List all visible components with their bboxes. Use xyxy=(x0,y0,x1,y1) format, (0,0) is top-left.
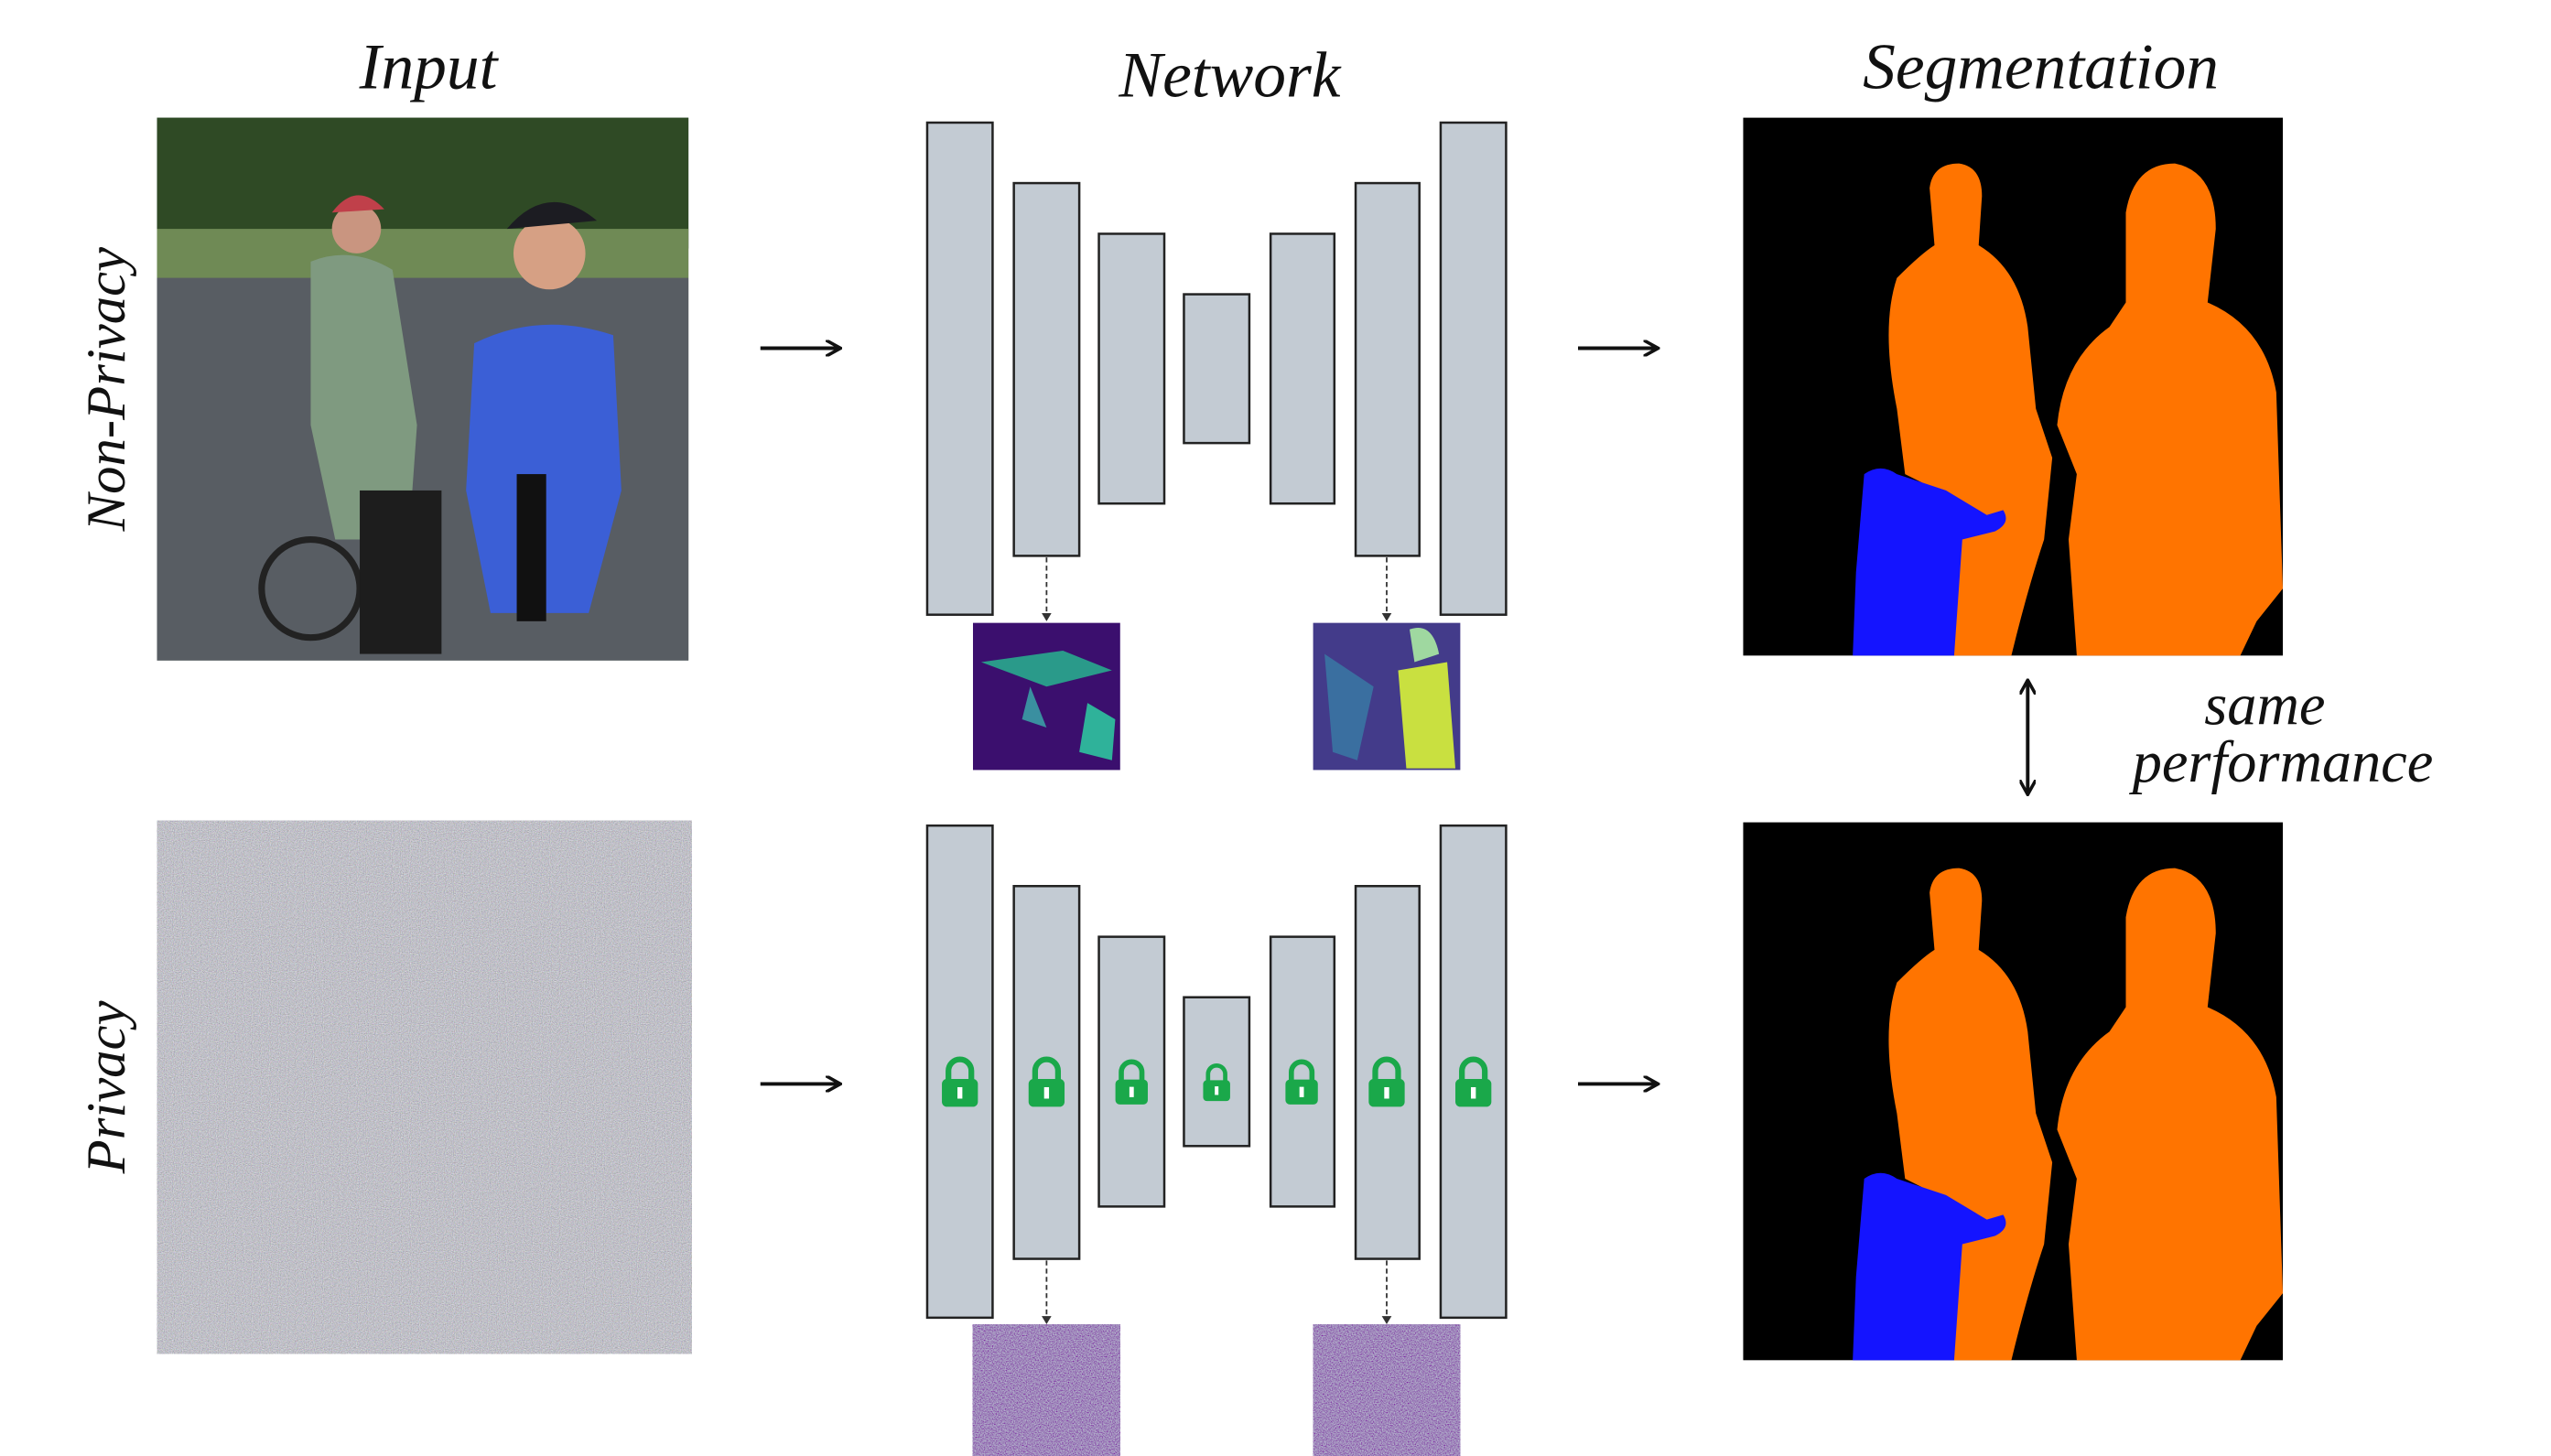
column-header: Segmentation xyxy=(1863,30,2219,102)
feature-map xyxy=(1313,623,1461,771)
row-label: Privacy xyxy=(76,1001,137,1175)
figure: Input Network Segmentation Non-Privacy P… xyxy=(0,0,2551,1456)
row-label: Non-Privacy xyxy=(76,247,137,532)
feature-map xyxy=(973,623,1120,771)
column-header: Network xyxy=(1118,38,1341,111)
annotation: performance xyxy=(2129,729,2434,794)
input-photo xyxy=(157,118,689,661)
feature-map xyxy=(1313,1324,1461,1456)
segmentation-mask xyxy=(1743,118,2283,656)
noise-input xyxy=(157,821,692,1354)
unet xyxy=(927,123,1506,621)
unet xyxy=(927,825,1506,1324)
column-header: Input xyxy=(359,30,500,102)
annotation: same xyxy=(2204,672,2325,737)
segmentation-mask xyxy=(1743,823,2283,1361)
feature-map xyxy=(973,1324,1120,1456)
